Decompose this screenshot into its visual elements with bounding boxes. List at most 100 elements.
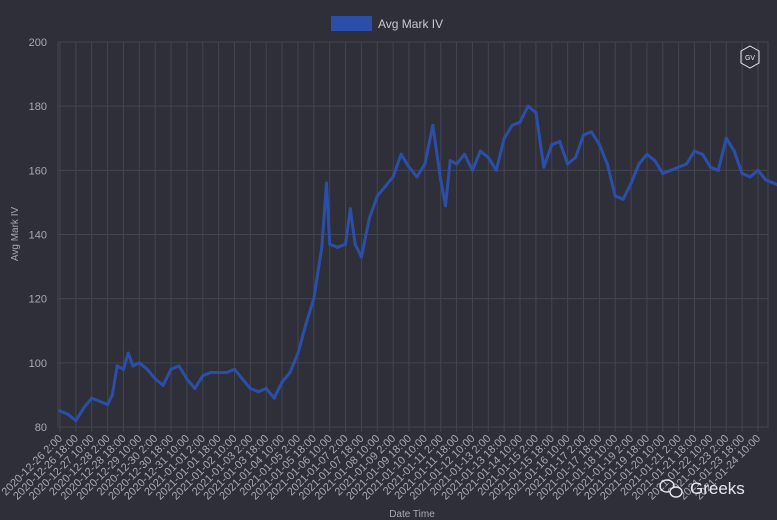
data-point[interactable] <box>193 386 197 391</box>
data-point[interactable] <box>359 255 363 259</box>
data-point[interactable] <box>336 245 340 249</box>
data-point[interactable] <box>201 374 205 378</box>
data-point[interactable] <box>161 383 165 387</box>
data-point[interactable] <box>613 194 617 198</box>
data-point[interactable] <box>375 194 379 198</box>
data-point[interactable] <box>121 367 126 371</box>
x-gridlines <box>59 42 759 432</box>
data-point[interactable] <box>518 120 522 124</box>
data-point[interactable] <box>348 207 352 211</box>
data-point[interactable] <box>391 175 395 179</box>
data-point[interactable] <box>439 178 443 182</box>
data-point[interactable] <box>462 152 467 156</box>
data-point[interactable] <box>756 168 760 172</box>
data-point[interactable] <box>296 351 300 355</box>
data-point[interactable] <box>280 380 284 384</box>
data-point[interactable] <box>448 159 452 163</box>
data-point[interactable] <box>288 370 292 375</box>
data-point[interactable] <box>700 152 705 156</box>
data-point[interactable] <box>106 402 110 407</box>
data-point[interactable] <box>534 111 538 115</box>
data-point[interactable] <box>264 386 268 391</box>
data-point[interactable] <box>131 364 135 368</box>
data-point[interactable] <box>256 390 260 394</box>
data-point[interactable] <box>605 162 609 166</box>
data-point[interactable] <box>367 216 371 221</box>
data-point[interactable] <box>324 181 329 185</box>
data-point[interactable] <box>692 149 697 153</box>
data-point[interactable] <box>443 204 448 208</box>
data-point[interactable] <box>272 396 276 400</box>
data-point[interactable] <box>621 197 625 201</box>
data-point[interactable] <box>772 181 776 185</box>
data-point[interactable] <box>66 412 70 416</box>
data-point[interactable] <box>677 165 681 169</box>
data-point[interactable] <box>343 242 348 246</box>
data-point[interactable] <box>764 178 768 182</box>
data-point[interactable] <box>82 406 86 410</box>
data-point[interactable] <box>115 364 119 368</box>
data-point[interactable] <box>685 162 689 166</box>
data-point[interactable] <box>225 370 229 375</box>
data-point[interactable] <box>74 419 78 423</box>
data-point[interactable] <box>708 165 713 169</box>
y-gridlines <box>58 41 768 428</box>
legend[interactable]: Avg Mark IV <box>331 16 443 31</box>
data-point[interactable] <box>732 149 736 153</box>
data-point[interactable] <box>574 155 578 160</box>
data-point[interactable] <box>502 136 506 140</box>
data-point[interactable] <box>724 136 728 140</box>
data-point[interactable] <box>597 143 602 147</box>
data-point[interactable] <box>58 409 62 413</box>
data-point[interactable] <box>177 364 181 368</box>
data-point[interactable] <box>185 377 189 381</box>
data-point[interactable] <box>637 162 641 166</box>
y-tick-label: 80 <box>35 422 47 434</box>
data-point[interactable] <box>399 152 403 156</box>
data-point[interactable] <box>137 361 141 365</box>
data-point[interactable] <box>407 165 411 169</box>
data-point[interactable] <box>455 162 459 166</box>
data-point[interactable] <box>716 168 720 172</box>
data-point[interactable] <box>589 130 594 134</box>
data-point[interactable] <box>661 171 665 176</box>
data-point[interactable] <box>748 175 752 179</box>
data-point[interactable] <box>526 104 530 108</box>
data-point[interactable] <box>629 181 633 185</box>
data-point[interactable] <box>98 399 102 403</box>
data-point[interactable] <box>240 377 244 381</box>
data-point[interactable] <box>145 367 149 371</box>
data-point[interactable] <box>169 367 173 371</box>
data-point[interactable] <box>209 370 213 375</box>
data-point[interactable] <box>581 133 586 137</box>
data-point[interactable] <box>653 159 657 163</box>
data-point[interactable] <box>415 175 419 179</box>
data-point[interactable] <box>153 377 157 381</box>
data-point[interactable] <box>486 155 490 160</box>
data-point[interactable] <box>478 149 482 153</box>
data-point[interactable] <box>566 162 570 166</box>
data-point[interactable] <box>669 168 673 172</box>
data-point[interactable] <box>558 139 562 144</box>
data-point[interactable] <box>470 168 475 172</box>
data-point[interactable] <box>90 396 94 400</box>
data-point[interactable] <box>510 123 514 127</box>
data-point[interactable] <box>494 168 498 172</box>
data-point[interactable] <box>542 165 546 169</box>
data-point[interactable] <box>312 297 316 301</box>
data-point[interactable] <box>110 393 114 397</box>
data-point[interactable] <box>217 370 221 375</box>
data-point[interactable] <box>383 184 387 188</box>
data-point[interactable] <box>248 386 252 391</box>
data-point[interactable] <box>353 242 357 246</box>
data-point[interactable] <box>320 245 324 249</box>
data-point[interactable] <box>740 171 744 176</box>
data-point[interactable] <box>550 143 554 147</box>
data-point[interactable] <box>645 152 649 156</box>
data-point[interactable] <box>431 123 435 127</box>
data-point[interactable] <box>232 367 237 371</box>
data-point[interactable] <box>304 322 308 326</box>
data-point[interactable] <box>423 162 427 166</box>
data-point[interactable] <box>328 242 332 246</box>
data-point[interactable] <box>126 351 130 355</box>
